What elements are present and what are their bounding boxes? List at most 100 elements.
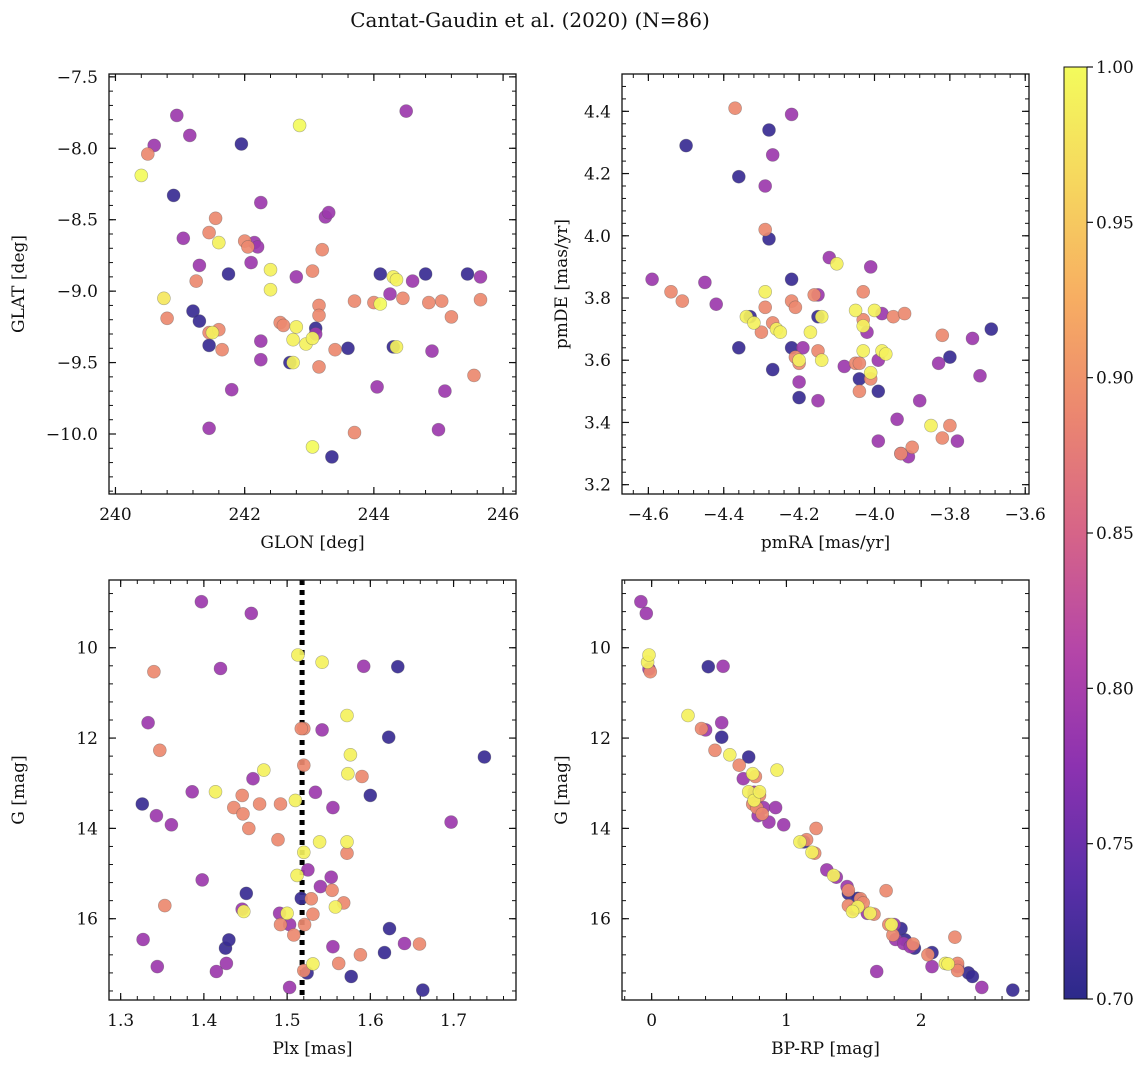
scatter-point [185, 784, 199, 799]
scatter-point [344, 969, 359, 984]
scatter-point [728, 101, 742, 115]
scatter-point [286, 355, 300, 370]
scatter-point [784, 272, 799, 287]
scatter-point [973, 368, 987, 383]
y-tick-label: 14 [589, 819, 611, 839]
scatter-point [370, 380, 384, 394]
scatter-point [176, 231, 191, 246]
scatter-point [856, 284, 871, 299]
scatter-point [235, 788, 249, 803]
scatter-point [943, 418, 957, 433]
scatter-point [381, 730, 396, 745]
scatter-point [863, 365, 878, 380]
scatter-point [341, 766, 355, 781]
x-tick-label: 1.4 [190, 1011, 217, 1031]
scatter-point [244, 606, 259, 621]
panel-plx-g: 1.3 1.4 1.5 1.6 1.7 10 12 14 16 Plx [mas] G [mag] [9, 579, 517, 1059]
scatter-points [134, 104, 488, 464]
scatter-point [253, 352, 268, 367]
scatter-point [202, 225, 216, 240]
scatter-point [328, 900, 343, 914]
scatter-point [645, 272, 659, 287]
y-tick-label: 14 [76, 819, 98, 839]
colorbar-tick-label: 0.70 [1096, 990, 1134, 1010]
scatter-point [244, 255, 258, 270]
scatter-point [664, 284, 678, 299]
scatter-point [208, 211, 223, 226]
scatter-point [273, 917, 288, 932]
scatter-point [170, 108, 184, 123]
scatter-point [984, 322, 999, 336]
scatter-point [340, 708, 354, 723]
scatter-point [234, 137, 249, 151]
scatter-point [848, 303, 863, 318]
scatter-point [731, 340, 746, 355]
colorbar-tick-label: 0.85 [1096, 524, 1134, 544]
scatter-point [347, 294, 362, 308]
scatter-point [382, 921, 397, 936]
x-tick-label: −4.6 [628, 505, 669, 525]
scatter-point [397, 936, 412, 951]
x-tick-label: 244 [358, 505, 390, 525]
scatter-point [415, 983, 430, 997]
y-tick-label: −8.5 [57, 211, 98, 231]
axes-frame [621, 579, 1030, 1001]
scatter-point [290, 868, 304, 883]
y-tick-label: −9.0 [57, 282, 98, 302]
figure-title: Cantat-Gaudin et al. (2020) (N=86) [350, 8, 710, 32]
y-tick-label: 10 [589, 639, 611, 659]
scatter-point [425, 344, 439, 358]
scatter-point [871, 434, 886, 448]
x-tick-label: 1.5 [274, 1011, 301, 1031]
scatter-point [768, 800, 783, 815]
scatter-point [856, 319, 871, 333]
scatter-point [732, 758, 747, 773]
scatter-point [943, 350, 957, 364]
y-tick-label: 3.2 [584, 476, 611, 496]
scatter-point [289, 320, 304, 334]
panel-pmra-pmde: −4.6 −4.4 −4.2 −4.0 −3.8 −3.6 3.2 3.4 3.6 3.8 4.0 4… [552, 73, 1046, 553]
y-axis-label: pmDE [mas/yr] [552, 219, 572, 349]
scatter-point [708, 743, 722, 758]
scatter-point [373, 267, 388, 281]
axes-frame [108, 579, 517, 1001]
scatter-point [752, 784, 767, 799]
scatter-point [714, 730, 729, 745]
y-axis-label: G [mag] [9, 755, 29, 824]
scatter-point [205, 325, 220, 340]
ticks: 240 242 244 246 −7.5 −8.0 −8.5 −9.0 −9.5 −10.0 [46, 68, 519, 525]
scatter-point [213, 661, 228, 676]
x-tick-label: −3.6 [1005, 505, 1046, 525]
scatter-point [694, 721, 709, 736]
scatter-point [194, 594, 209, 609]
scatter-point [186, 304, 200, 318]
scatter-point [222, 933, 236, 947]
y-tick-label: −7.5 [57, 68, 98, 88]
scatter-point [315, 242, 330, 257]
scatter-point [431, 422, 446, 437]
scatter-point [147, 664, 161, 679]
scatter-point [353, 947, 368, 962]
scatter-point [935, 431, 950, 445]
y-tick-label: 16 [76, 910, 98, 930]
scatter-point [852, 356, 867, 371]
scatter-point [305, 264, 320, 278]
scatter-point [282, 980, 297, 995]
scatter-point [941, 957, 955, 971]
scatter-point [681, 708, 695, 723]
scatter-point [905, 440, 920, 455]
scatter-point [141, 715, 155, 730]
x-axis-label: BP-RP [mag] [771, 1039, 880, 1059]
scatter-point [297, 917, 312, 932]
scatter-point [758, 222, 773, 237]
scatter-point [747, 316, 761, 330]
scatter-points [634, 594, 1020, 997]
scatter-point [224, 382, 239, 397]
scatter-point [202, 338, 216, 353]
y-tick-label: 12 [76, 729, 98, 749]
scatter-point [412, 937, 427, 951]
scatter-point [826, 868, 841, 883]
y-axis-label: G [mag] [552, 755, 572, 824]
